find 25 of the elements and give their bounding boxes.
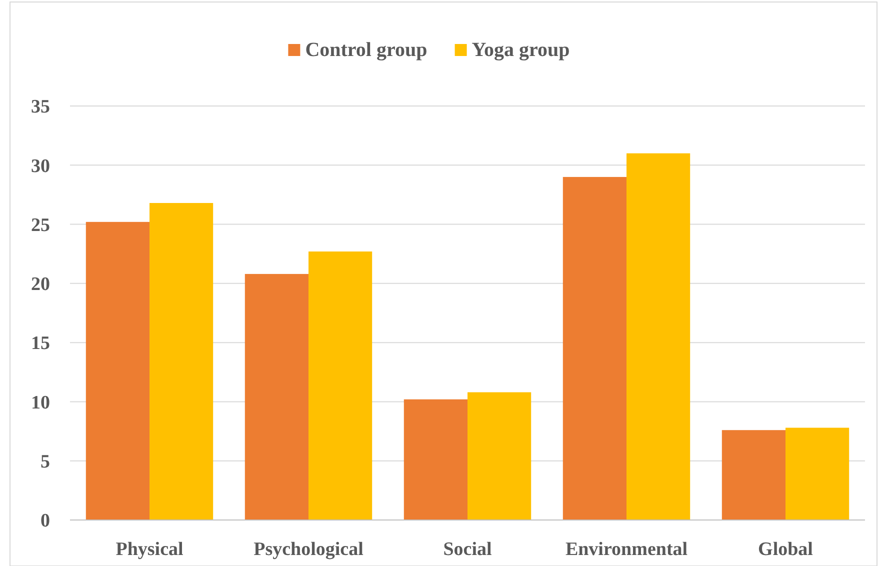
bar <box>308 251 372 520</box>
y-tick-label: 20 <box>31 274 50 296</box>
y-tick-label: 5 <box>40 452 50 473</box>
x-tick-label: Physical <box>116 539 184 560</box>
y-tick-label: 30 <box>31 156 50 177</box>
y-tick-label: 10 <box>31 392 50 414</box>
x-tick-label: Psychological <box>254 539 364 560</box>
y-tick-label: 25 <box>31 214 50 236</box>
bar <box>404 399 468 520</box>
bar <box>86 222 150 520</box>
y-tick-label: 35 <box>31 96 50 118</box>
bar <box>468 392 532 520</box>
x-tick-label: Global <box>758 539 813 560</box>
bar <box>722 430 786 520</box>
legend-label: Control group <box>305 39 428 61</box>
y-tick-label: 15 <box>31 333 50 354</box>
bar <box>562 176 626 520</box>
bar <box>244 274 308 520</box>
y-tick-label: 0 <box>40 510 50 532</box>
legend-label: Yoga group <box>472 39 570 61</box>
x-tick-label: Environmental <box>565 539 688 560</box>
bar <box>626 153 690 520</box>
x-tick-label: Social <box>443 539 492 560</box>
bar <box>786 428 850 520</box>
bar <box>150 202 214 520</box>
